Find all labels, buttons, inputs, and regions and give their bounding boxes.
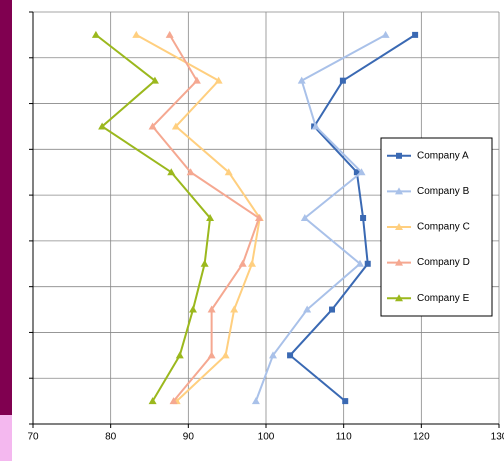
series-line <box>151 34 261 402</box>
marker <box>165 30 174 38</box>
marker <box>148 397 157 405</box>
x-tick-label: 130 <box>491 432 504 443</box>
series-line <box>135 34 261 402</box>
marker <box>287 352 294 359</box>
marker <box>175 351 184 359</box>
marker <box>395 187 403 195</box>
marker <box>230 305 239 313</box>
marker <box>200 259 209 267</box>
marker <box>339 77 346 84</box>
marker <box>206 214 215 221</box>
marker <box>360 215 367 221</box>
marker <box>342 398 349 405</box>
marker <box>303 305 312 313</box>
marker <box>167 168 176 176</box>
marker <box>355 259 364 267</box>
x-tick-label: 110 <box>336 432 352 443</box>
marker <box>238 259 247 267</box>
marker <box>396 152 402 159</box>
marker <box>98 122 107 130</box>
marker <box>132 30 141 38</box>
marker <box>381 30 390 38</box>
marker <box>192 76 201 84</box>
x-tick-label: 80 <box>105 432 117 443</box>
marker <box>268 351 277 359</box>
marker <box>214 76 223 84</box>
marker <box>91 30 100 38</box>
side-strip-bottom <box>0 415 12 461</box>
marker <box>188 305 197 313</box>
marker <box>395 223 403 230</box>
marker <box>251 397 260 405</box>
marker <box>255 214 264 221</box>
marker <box>224 168 233 176</box>
marker <box>395 258 403 266</box>
legend-label: Company C <box>417 222 470 233</box>
side-strip <box>0 0 12 415</box>
legend-label: Company D <box>417 257 470 268</box>
x-tick-label: 120 <box>413 432 430 443</box>
marker <box>412 31 419 38</box>
marker <box>364 260 371 267</box>
marker <box>148 122 157 130</box>
legend-label: Company E <box>417 293 470 304</box>
x-tick-label: 70 <box>27 432 39 443</box>
legend-label: Company B <box>417 186 470 197</box>
marker <box>221 351 230 359</box>
x-tick-label: 90 <box>183 432 195 443</box>
marker <box>357 168 366 176</box>
marker <box>169 397 178 405</box>
marker <box>207 305 216 313</box>
marker <box>150 76 159 84</box>
marker <box>207 351 216 359</box>
legend-label: Company A <box>417 150 469 161</box>
x-tick-label: 100 <box>258 432 275 443</box>
marker <box>329 306 336 313</box>
marker <box>353 169 360 176</box>
marker <box>395 294 403 302</box>
series-line <box>95 34 212 402</box>
marker <box>248 259 257 267</box>
marker <box>311 122 320 130</box>
marker <box>297 76 306 84</box>
marker <box>186 168 195 176</box>
marker <box>300 214 309 221</box>
series-line <box>254 34 387 402</box>
marker <box>171 122 180 130</box>
